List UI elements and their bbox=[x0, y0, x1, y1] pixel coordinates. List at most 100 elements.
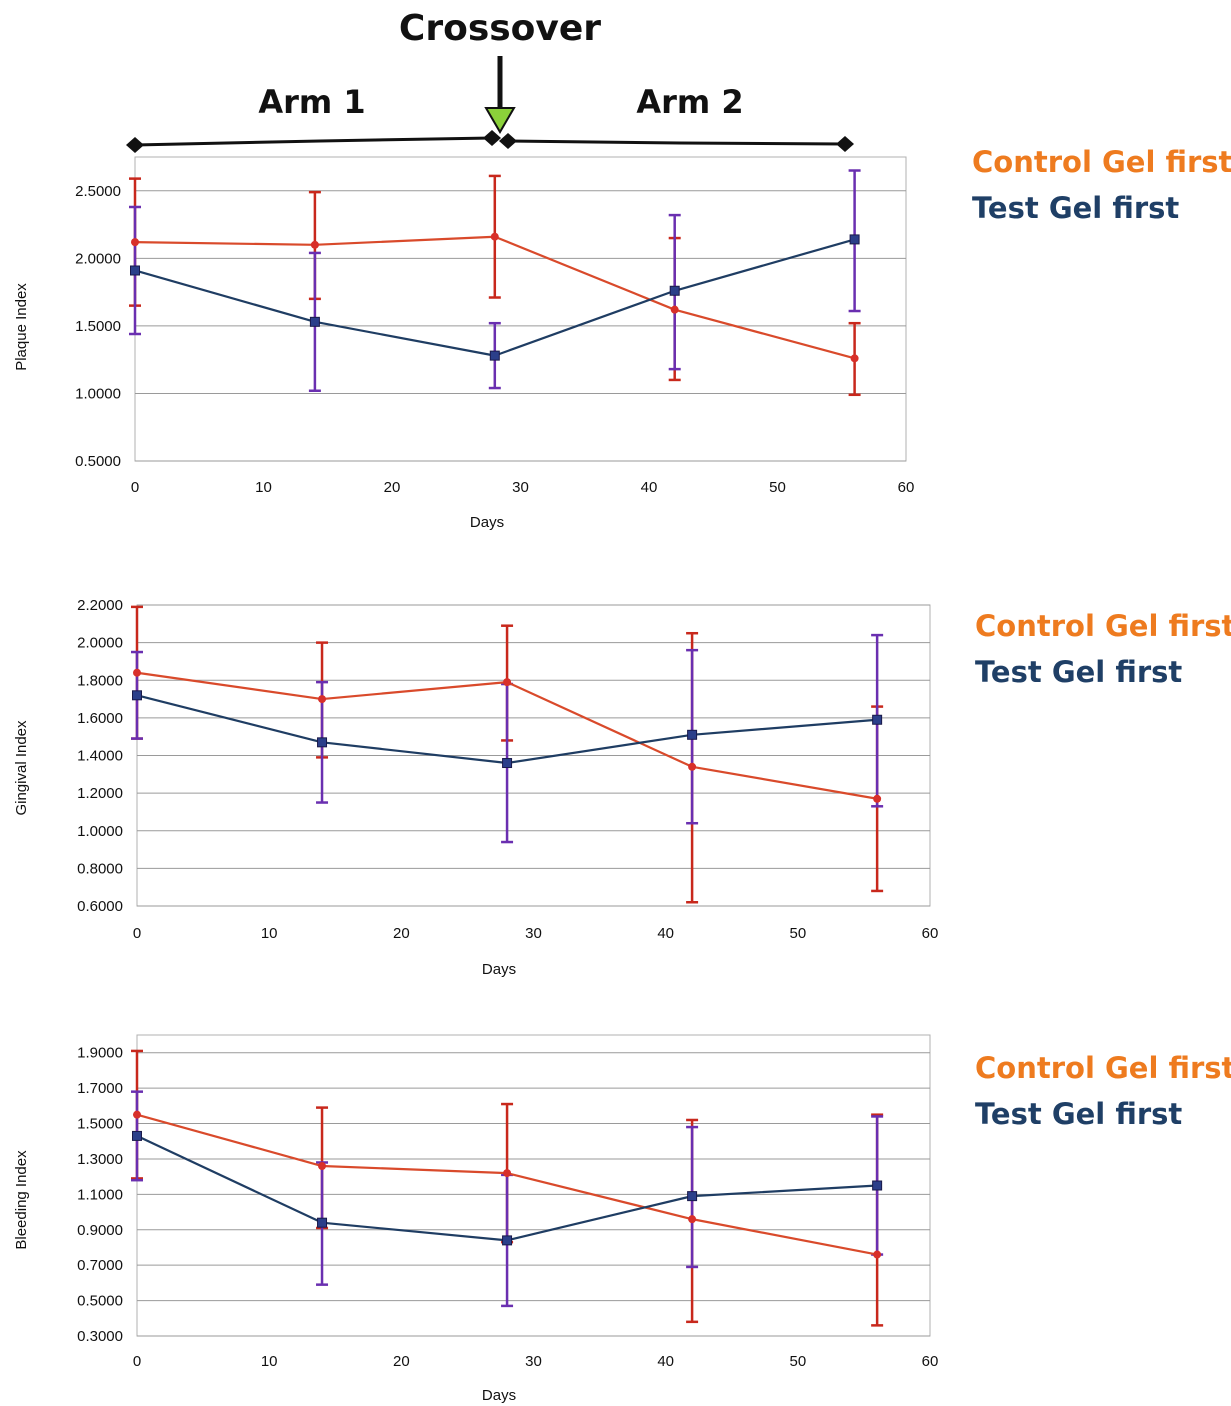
x-tick-label-1: 10 bbox=[255, 479, 272, 496]
x-tick-labels: 0 10 20 30 40 50 60 bbox=[131, 479, 915, 496]
test-gel-first-point-3 bbox=[687, 1191, 698, 1202]
y-tick-label-6: 1.8000 bbox=[77, 672, 123, 689]
x-axis-title: Days bbox=[482, 1387, 516, 1404]
control-gel-first-point-0 bbox=[131, 238, 139, 247]
test-gel-first-point-3 bbox=[687, 729, 698, 740]
y-tick-label-3: 0.9000 bbox=[77, 1222, 123, 1239]
series-marks bbox=[131, 1049, 884, 1327]
y-tick-label-1: 0.5000 bbox=[77, 1293, 123, 1310]
arm-1-start-diamond-icon bbox=[126, 137, 144, 153]
legend-test-label: Test Gel first bbox=[972, 191, 1179, 225]
x-tick-label-5: 50 bbox=[789, 925, 806, 942]
crossover-label: Crossover bbox=[399, 8, 601, 49]
series-marks bbox=[129, 169, 861, 397]
y-tick-label-3: 1.2000 bbox=[77, 785, 123, 802]
y-tick-label-2: 1.0000 bbox=[77, 823, 123, 840]
plaque-index-chart: 0.5000 1.0000 1.5000 2.0000 2.5000 0 10 20 30 40… bbox=[13, 145, 1231, 531]
control-gel-first-point-1 bbox=[318, 695, 327, 704]
test-gel-first-point-4 bbox=[849, 234, 860, 245]
arm-2-label: Arm 2 bbox=[636, 83, 743, 121]
gridlines bbox=[137, 604, 930, 907]
y-tick-label-6: 1.5000 bbox=[77, 1116, 123, 1133]
y-tick-label-8: 1.9000 bbox=[77, 1045, 123, 1062]
test-gel-first-point-2 bbox=[502, 1235, 513, 1246]
y-tick-label-1: 0.8000 bbox=[77, 860, 123, 877]
x-tick-label-4: 40 bbox=[657, 1353, 674, 1370]
y-tick-label-0: 0.3000 bbox=[77, 1328, 123, 1345]
x-tick-label-6: 60 bbox=[922, 925, 939, 942]
x-tick-label-6: 60 bbox=[922, 1353, 939, 1370]
arm-2-end-diamond-icon bbox=[836, 136, 854, 152]
x-tick-label-4: 40 bbox=[657, 925, 674, 942]
control-gel-first-point-3 bbox=[688, 762, 697, 771]
bleeding-index-chart: 0.3000 0.5000 0.7000 0.9000 1.1000 1.3000 1.50… bbox=[13, 1034, 1231, 1404]
control-gel-first-point-4 bbox=[850, 354, 859, 363]
legend-control-label: Control Gel first bbox=[975, 609, 1231, 643]
test-gel-first-point-4 bbox=[872, 1180, 883, 1191]
y-tick-label-7: 1.7000 bbox=[77, 1080, 123, 1097]
legend-test-label: Test Gel first bbox=[975, 655, 1182, 689]
plot-area bbox=[136, 1034, 931, 1337]
y-tick-label-4: 1.4000 bbox=[77, 748, 123, 765]
control-gel-first-point-1 bbox=[310, 240, 319, 249]
control-gel-first-point-2 bbox=[503, 678, 512, 687]
gridlines bbox=[137, 1052, 930, 1337]
x-tick-labels: 0 10 20 30 40 50 60 bbox=[133, 1353, 939, 1370]
control-gel-first-point-2 bbox=[503, 1169, 512, 1178]
legend-control-label: Control Gel first bbox=[972, 145, 1231, 179]
control-gel-first-point-3 bbox=[670, 305, 679, 314]
control-gel-first-point-1 bbox=[318, 1162, 327, 1171]
x-tick-label-1: 10 bbox=[261, 925, 278, 942]
test-gel-first-point-2 bbox=[489, 350, 500, 361]
x-tick-label-1: 10 bbox=[261, 1353, 278, 1370]
control-gel-first-point-3 bbox=[688, 1215, 697, 1224]
x-tick-label-0: 0 bbox=[131, 479, 139, 496]
y-tick-label-4: 1.1000 bbox=[77, 1186, 123, 1203]
y-tick-labels: 0.5000 1.0000 1.5000 2.0000 2.5000 bbox=[75, 183, 121, 470]
gridlines bbox=[135, 190, 906, 462]
y-tick-labels: 0.3000 0.5000 0.7000 0.9000 1.1000 1.3000 1.50… bbox=[77, 1045, 123, 1345]
x-tick-label-4: 40 bbox=[641, 479, 658, 496]
control-gel-first-point-0 bbox=[133, 1110, 141, 1119]
test-gel-first-point-0 bbox=[132, 690, 142, 701]
test-gel-first-point-1 bbox=[317, 1217, 328, 1228]
test-gel-first-point-0 bbox=[130, 265, 140, 276]
y-tick-label-0: 0.6000 bbox=[77, 898, 123, 915]
x-tick-label-2: 20 bbox=[393, 925, 410, 942]
y-tick-label-0: 0.5000 bbox=[75, 453, 121, 470]
crossover-header: Crossover Arm 1 Arm 2 bbox=[126, 8, 854, 153]
x-tick-label-2: 20 bbox=[384, 479, 401, 496]
x-tick-label-3: 30 bbox=[525, 1353, 542, 1370]
x-tick-label-0: 0 bbox=[133, 925, 141, 942]
x-tick-label-0: 0 bbox=[133, 1353, 141, 1370]
test-gel-first-point-3 bbox=[669, 285, 680, 296]
arm-1-end-diamond-icon bbox=[483, 130, 501, 146]
x-tick-label-5: 50 bbox=[789, 1353, 806, 1370]
legend-control-label: Control Gel first bbox=[975, 1051, 1231, 1085]
y-axis-title: Plaque Index bbox=[13, 283, 30, 371]
series-marks bbox=[131, 605, 884, 904]
x-tick-label-2: 20 bbox=[393, 1353, 410, 1370]
x-tick-label-5: 50 bbox=[769, 479, 786, 496]
arm-2-start-diamond-icon bbox=[499, 133, 517, 149]
arm-1-label: Arm 1 bbox=[258, 83, 365, 121]
y-tick-label-2: 0.7000 bbox=[77, 1257, 123, 1274]
x-tick-labels: 0 10 20 30 40 50 60 bbox=[133, 925, 939, 942]
plot-area bbox=[134, 156, 907, 462]
test-gel-first-point-4 bbox=[872, 714, 883, 725]
y-tick-label-4: 2.5000 bbox=[75, 183, 121, 200]
control-gel-first-point-0 bbox=[133, 668, 141, 677]
y-tick-label-5: 1.6000 bbox=[77, 710, 123, 727]
control-gel-first-point-4 bbox=[873, 1250, 882, 1259]
y-axis-title: Bleeding Index bbox=[13, 1150, 30, 1250]
x-axis-title: Days bbox=[470, 514, 504, 531]
x-tick-label-3: 30 bbox=[525, 925, 542, 942]
y-tick-label-7: 2.0000 bbox=[77, 635, 123, 652]
gingival-index-chart: 0.6000 0.8000 1.0000 1.2000 1.4000 1.6000 1.80… bbox=[13, 597, 1231, 978]
y-tick-label-1: 1.0000 bbox=[75, 385, 121, 402]
y-tick-label-5: 1.3000 bbox=[77, 1151, 123, 1168]
control-gel-first-point-4 bbox=[873, 794, 882, 803]
y-tick-label-8: 2.2000 bbox=[77, 597, 123, 614]
x-axis-title: Days bbox=[482, 961, 516, 978]
